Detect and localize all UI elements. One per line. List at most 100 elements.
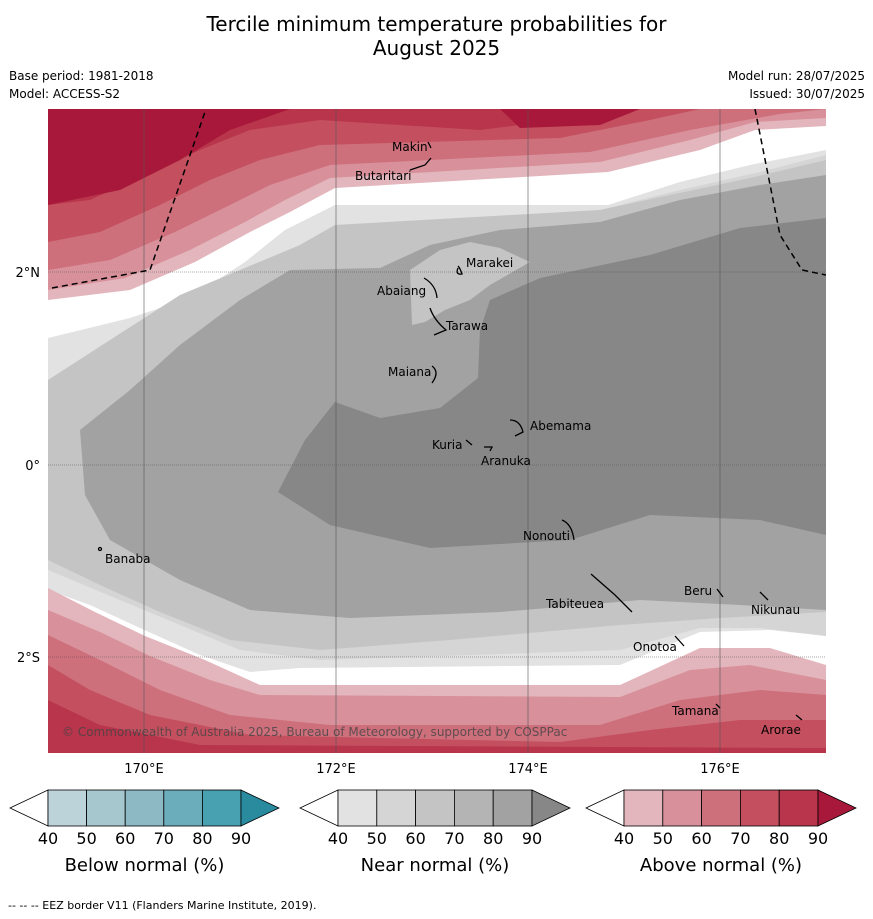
island-nonouti xyxy=(561,519,575,541)
colorbar-segment xyxy=(778,789,819,827)
near-90 xyxy=(278,218,826,548)
colorbar-segment xyxy=(86,789,126,827)
island-tabiteuea xyxy=(590,573,633,613)
island-maiana xyxy=(431,365,437,384)
colorbar-segment xyxy=(492,789,533,827)
colorbar-extend-low xyxy=(299,789,339,827)
colorbars: 40 50 60 70 80 90 Below normal (%) 40 50 60 70 80 90… xyxy=(9,789,857,876)
colorbar-tick: 40 xyxy=(328,829,348,848)
colorbar-tick: 80 xyxy=(192,829,212,848)
colorbar-extend-high xyxy=(817,789,857,827)
label-arorae: Arorae xyxy=(761,723,801,737)
above-top-north xyxy=(48,109,290,205)
label-beru: Beru xyxy=(684,584,712,598)
label-marakei: Marakei xyxy=(466,256,513,270)
meta-left: Base period: 1981-2018 Model: ACCESS-S2 xyxy=(9,67,154,103)
island-banaba xyxy=(97,546,103,552)
colorbar-tick: 70 xyxy=(444,829,464,848)
colorbar-tick: 90 xyxy=(522,829,542,848)
colorbar-segment xyxy=(163,789,203,827)
above-90-south xyxy=(48,700,826,753)
colorbar-label: Below normal (%) xyxy=(65,855,225,876)
label-maiana: Maiana xyxy=(388,365,431,379)
title-line-1: Tercile minimum temperature probabilitie… xyxy=(206,12,667,36)
title-line-2: August 2025 xyxy=(372,36,501,60)
island-abaiang xyxy=(423,277,438,299)
lon-label-172: 172°E xyxy=(316,762,356,777)
lon-label-176: 176°E xyxy=(700,762,740,777)
colorbar-tick: 90 xyxy=(231,829,251,848)
colorbar-segment xyxy=(740,789,780,827)
islands xyxy=(97,141,803,721)
colorbar-tick: 50 xyxy=(76,829,96,848)
base-period: Base period: 1981-2018 xyxy=(9,69,154,83)
place-labels: Makin Butaritari Marakei Abaiang Tarawa … xyxy=(105,140,801,737)
island-arorae xyxy=(795,714,803,721)
colorbar-tick: 60 xyxy=(405,829,425,848)
above-top-ne xyxy=(500,109,640,128)
colorbar-extend-low xyxy=(9,789,49,827)
model-run: Model run: 28/07/2025 xyxy=(727,69,865,83)
grid-lines xyxy=(48,109,826,753)
colorbar-tick: 60 xyxy=(115,829,135,848)
lon-label-174: 174°E xyxy=(508,762,548,777)
label-aranuka: Aranuka xyxy=(481,454,531,468)
colorbar-3: 40 50 60 70 80 90 Above normal (%) xyxy=(585,789,857,876)
colorbar-1: 40 50 60 70 80 90 Below normal (%) xyxy=(9,789,280,876)
colorbar-tick: 40 xyxy=(614,829,634,848)
issued-date: Issued: 30/07/2025 xyxy=(749,87,865,101)
model-name: Model: ACCESS-S2 xyxy=(9,87,121,101)
island-tarawa xyxy=(429,307,448,336)
island-beru xyxy=(716,588,724,598)
island-aranuka xyxy=(484,446,494,452)
label-abaiang: Abaiang xyxy=(377,284,426,298)
colorbar-tick: 80 xyxy=(769,829,789,848)
eez-east xyxy=(754,109,826,276)
colorbar-segment xyxy=(623,789,664,827)
lon-label-170: 170°E xyxy=(124,762,164,777)
colorbar-segment xyxy=(376,789,416,827)
colorbar-extend-high xyxy=(240,789,280,827)
label-nikunau: Nikunau xyxy=(751,603,800,617)
colorbar-tick: 90 xyxy=(808,829,828,848)
eez-west xyxy=(51,109,207,289)
colorbar-segment xyxy=(47,789,87,827)
colorbar-tick: 60 xyxy=(691,829,711,848)
label-kuria: Kuria xyxy=(432,438,463,452)
colorbar-segment xyxy=(453,789,494,827)
label-tamana: Tamana xyxy=(671,704,719,718)
colorbar-extend-low xyxy=(585,789,625,827)
probability-field xyxy=(48,109,826,753)
colorbar-extend-high xyxy=(531,789,571,827)
colorbar-segment xyxy=(662,789,702,827)
lat-label-0: 0° xyxy=(25,459,40,474)
colorbar-tick: 70 xyxy=(730,829,750,848)
eez-border xyxy=(51,109,826,289)
colorbar-tick: 50 xyxy=(653,829,673,848)
colorbar-tick: 70 xyxy=(154,829,174,848)
chart-title: Tercile minimum temperature probabilitie… xyxy=(0,12,873,60)
lat-label-2n: 2°N xyxy=(16,266,41,281)
colorbar-segment xyxy=(415,789,455,827)
meta-right: Model run: 28/07/2025 Issued: 30/07/2025 xyxy=(728,67,865,103)
colorbar-segment xyxy=(701,789,741,827)
label-onotoa: Onotoa xyxy=(633,640,677,654)
colorbar-tick: 40 xyxy=(38,829,58,848)
island-kuria xyxy=(465,439,473,446)
eez-footnote: -- -- -- EEZ border V11 (Flanders Marine… xyxy=(8,899,317,912)
island-onotoa xyxy=(674,635,685,647)
lat-label-2s: 2°S xyxy=(17,651,40,666)
island-marakei xyxy=(456,265,463,275)
label-banaba: Banaba xyxy=(105,552,151,566)
colorbar-label: Near normal (%) xyxy=(361,855,510,876)
colorbar-segment xyxy=(337,789,378,827)
near-70-tongue xyxy=(410,242,530,325)
colorbar-segment xyxy=(201,789,242,827)
above-70-south xyxy=(48,635,826,753)
label-abemama: Abemama xyxy=(530,419,591,433)
label-nonouti: Nonouti xyxy=(523,529,570,543)
colorbar-2: 40 50 60 70 80 90 Near normal (%) xyxy=(299,789,571,876)
label-butaritari: Butaritari xyxy=(355,169,412,183)
island-tamana xyxy=(715,703,721,709)
